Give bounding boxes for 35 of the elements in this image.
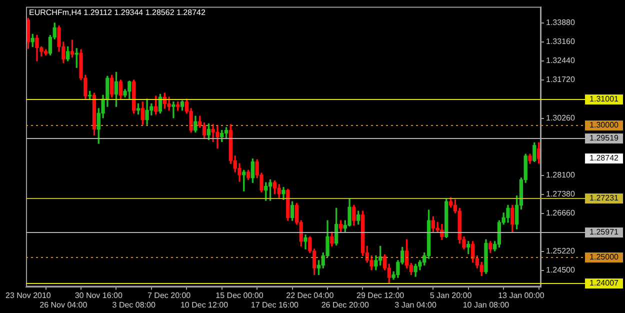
- x-tick-label: 17 Dec 16:00: [250, 300, 300, 310]
- ref-line-label: 1.25971: [590, 228, 620, 237]
- y-tick-label: 1.33160: [546, 37, 576, 46]
- ref-line-label: 1.30000: [590, 120, 620, 130]
- text: 1.28742: [590, 154, 620, 163]
- y-tick-label: 1.27380: [546, 190, 576, 199]
- y-tick-label: 1.33880: [546, 18, 576, 28]
- x-tick-label: 3 Jan 04:00: [394, 300, 438, 310]
- y-tick-label: 1.26660: [546, 208, 576, 218]
- y-tick-label: 1.31720: [546, 75, 576, 84]
- y-tick-label: 1.32440: [546, 56, 576, 66]
- y-tick-label: 1.25220: [546, 246, 576, 256]
- y-tick-label: 1.30260: [546, 114, 576, 123]
- x-tick-label: 7 Dec 20:00: [147, 290, 192, 300]
- ref-line-label: 1.25000: [590, 252, 620, 262]
- x-tick-label: 3 Dec 08:00: [112, 300, 156, 310]
- ref-line-label: 1.29519: [590, 134, 620, 143]
- x-tick-label: 15 Dec 00:00: [216, 290, 264, 300]
- y-tick-label: 1.28100: [546, 170, 576, 180]
- x-tick-label: 26 Dec 20:00: [321, 300, 370, 310]
- x-tick-label: 13 Jan 00:00: [498, 290, 545, 300]
- x-tick-label: 30 Nov 16:00: [74, 290, 123, 300]
- x-tick-label: 10 Jan 08:00: [462, 300, 510, 310]
- y-tick-label: 1.24500: [546, 266, 576, 275]
- ref-line-label: 1.31001: [590, 94, 620, 104]
- x-tick-label: 10 Dec 12:00: [180, 300, 229, 310]
- chart-title: EURCHFm,H4 1.29112 1.29344 1.28562 1.28742: [29, 8, 206, 18]
- x-tick-label: 22 Dec 04:00: [286, 290, 334, 300]
- ref-line-label: 1.24007: [590, 278, 620, 288]
- x-tick-label: 5 Jan 20:00: [430, 290, 472, 300]
- x-tick-label: 26 Nov 04:00: [40, 300, 88, 310]
- ref-line-label: 1.27231: [590, 194, 620, 203]
- x-tick-label: 29 Dec 12:00: [356, 290, 405, 300]
- x-tick-label: 23 Nov 2010: [6, 290, 52, 300]
- candlestick: [172, 101, 176, 118]
